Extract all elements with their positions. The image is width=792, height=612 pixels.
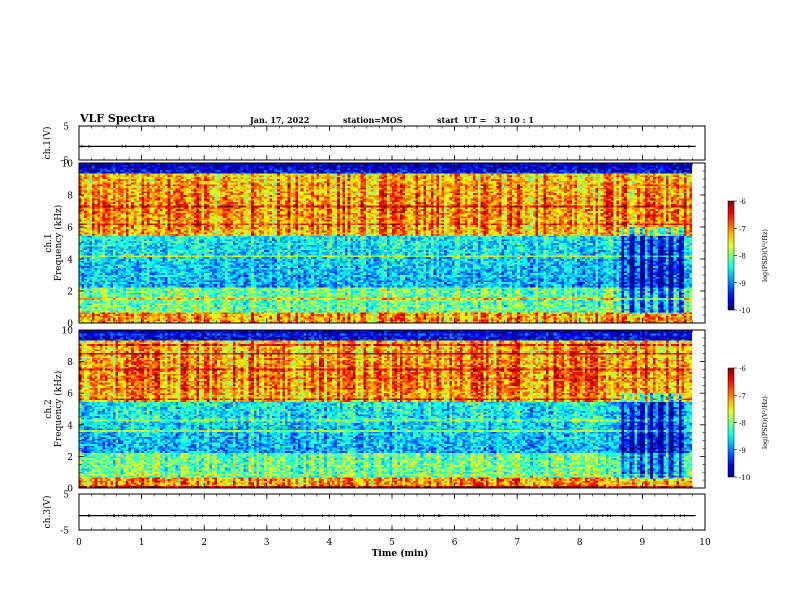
y-tick-label: 0 [67, 485, 73, 495]
x-tick-label: 3 [264, 538, 270, 548]
y-tick-label: -5 [60, 157, 69, 167]
x-tick-label: 9 [640, 538, 646, 548]
axis-ticks [78, 125, 706, 531]
ch2-spectrogram-channel-label: ch.2 [44, 399, 54, 418]
x-tick-label: 5 [389, 538, 395, 548]
ch1-spectrogram-channel-label: ch.1 [44, 233, 54, 252]
colorbar-tick-label: -6 [739, 365, 746, 373]
colorbar-tick-label: -10 [739, 307, 750, 315]
colorbar-tick-label: -8 [739, 253, 746, 261]
spectrogram-images [79, 144, 705, 518]
ch2-spectrogram-image [79, 330, 705, 488]
start-time-label: start UT = 3 : 10 : 1 [437, 115, 534, 125]
y-tick-label: 5 [63, 491, 69, 501]
ch2-spectrogram-colorbar [727, 367, 735, 478]
x-tick-label: 7 [514, 538, 520, 548]
y-tick-label: 6 [67, 390, 73, 400]
x-tick-label: 4 [327, 538, 333, 548]
x-tick-label: 1 [139, 538, 145, 548]
y-tick-label: 0 [67, 320, 73, 330]
y-tick-label: 5 [63, 123, 69, 133]
ch2-spectrogram-frequency-label: Frequency (kHz) [53, 371, 64, 448]
y-tick-label: 8 [67, 192, 73, 202]
colorbar-tick-label: -9 [739, 280, 746, 288]
colorbar-tick-label: -7 [739, 392, 746, 400]
colorbar-tick-label: -8 [739, 420, 746, 428]
colorbar-tick-label: -7 [739, 225, 746, 233]
y-tick-label: 10 [62, 160, 74, 170]
ch1-spectrogram-colorbar [727, 200, 735, 311]
date-label: Jan. 17, 2022 [250, 115, 310, 125]
ch2-spectrogram-colorbar-label: log(PSD)(V²/Hz) [761, 396, 769, 449]
colorbar-tick-label: -6 [739, 198, 746, 206]
ch3-voltage-label: ch.3(V) [42, 496, 53, 529]
ch1-spectrogram-image [79, 163, 705, 323]
x-tick-label: 8 [577, 538, 583, 548]
ch1-voltage-frame [78, 125, 706, 161]
y-tick-label: 6 [67, 224, 73, 234]
x-tick-label: 10 [699, 538, 711, 548]
y-tick-label: 10 [62, 327, 74, 337]
ch1-spectrogram-frequency-label: Frequency (kHz) [53, 205, 64, 282]
ch1-spectrogram-colorbar-label: log(PSD)(V²/Hz) [761, 229, 769, 282]
colorbar-tick-label: -10 [739, 474, 750, 482]
y-tick-label: 4 [67, 421, 73, 431]
chart-title: VLF Spectra [80, 112, 156, 125]
ch3-voltage-frame [78, 493, 706, 531]
x-tick-label: 6 [452, 538, 458, 548]
colorbar-tick-label: -9 [739, 447, 746, 455]
y-tick-label: 8 [67, 358, 73, 368]
x-tick-label: 2 [201, 538, 207, 548]
y-tick-label: 2 [67, 453, 73, 463]
y-tick-label: 4 [67, 256, 73, 266]
x-axis-label: Time (min) [372, 548, 429, 559]
y-tick-label: 2 [67, 288, 73, 298]
station-label: station=MOS [343, 115, 403, 125]
x-tick-label: 0 [76, 538, 82, 548]
colorbars: -6 -7 -8 -9 -10 log(PSD)(V²/Hz) -6 -7 -8 -9 -10 log… [727, 198, 769, 482]
ch1-voltage-label: ch.1(V) [42, 127, 53, 160]
y-tick-label: -5 [60, 527, 69, 537]
